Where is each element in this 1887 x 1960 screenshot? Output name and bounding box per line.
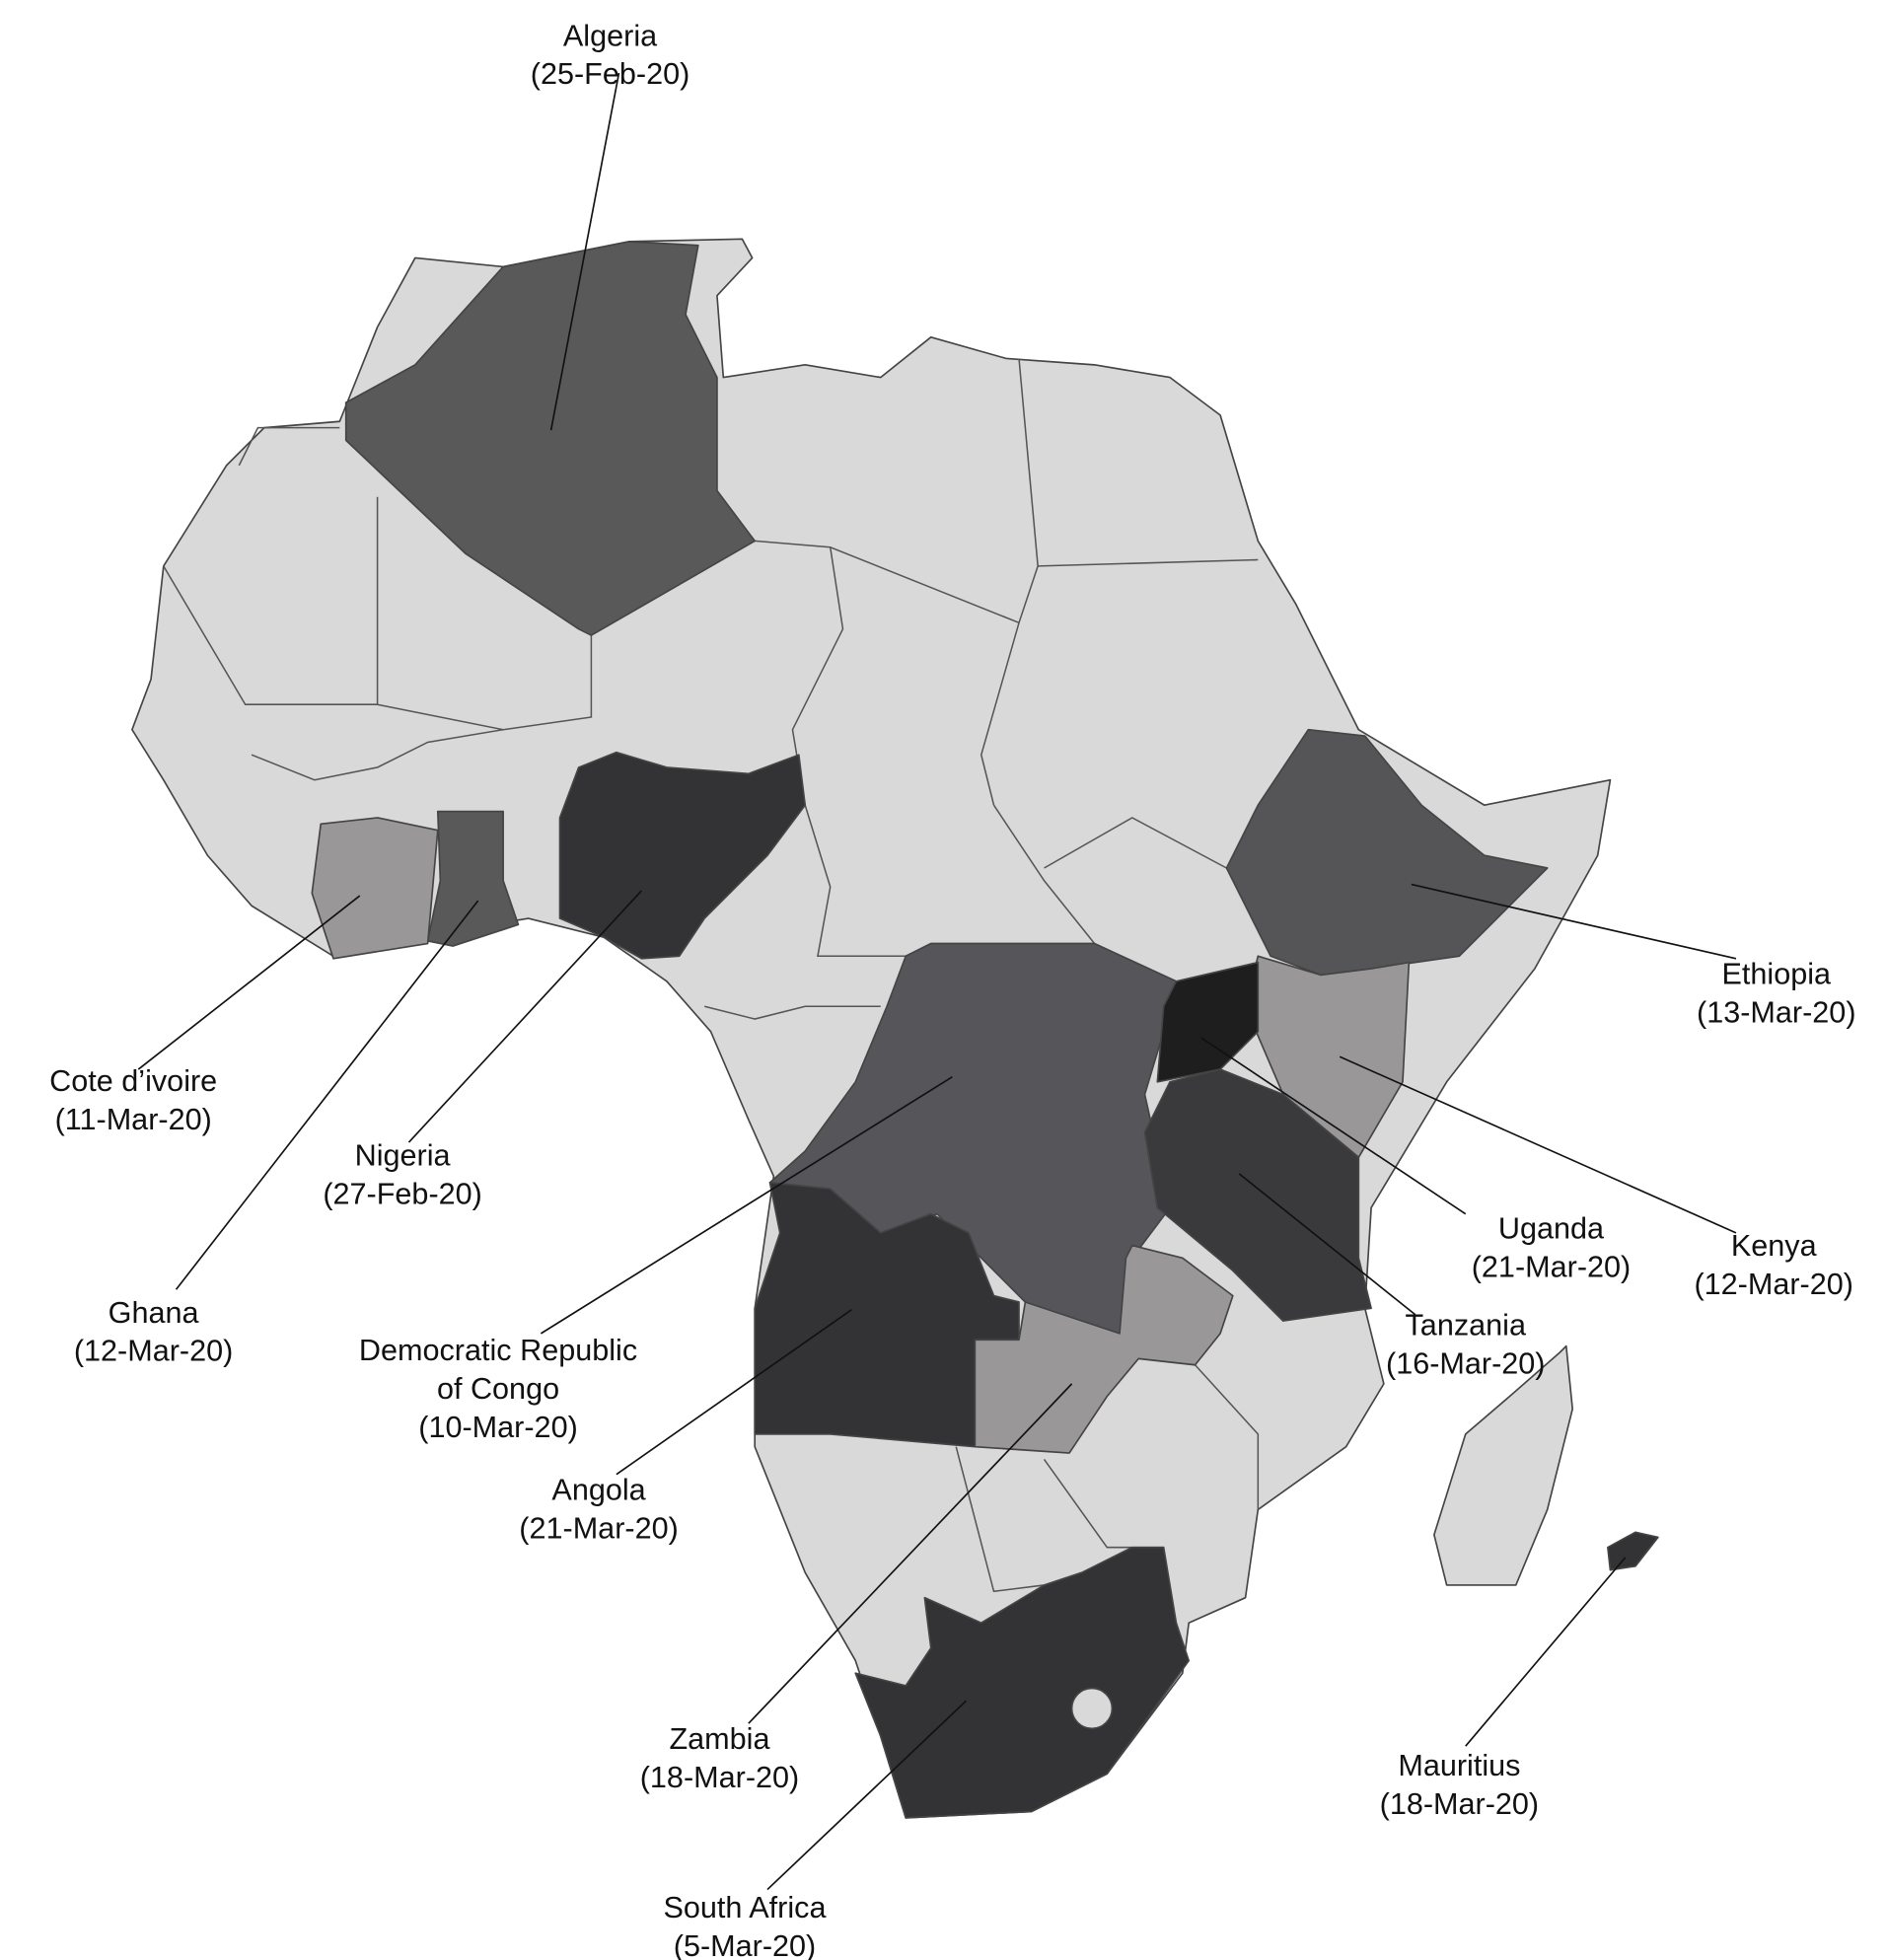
leader-line xyxy=(1339,1055,1737,1234)
leader-line xyxy=(175,900,479,1290)
border xyxy=(251,728,504,781)
label-name: South Africa xyxy=(664,1891,828,1924)
leader-line xyxy=(766,1700,968,1891)
border xyxy=(377,635,593,731)
highlighted-countries xyxy=(311,241,1659,1819)
leader-line xyxy=(549,72,620,431)
mauritius xyxy=(1607,1531,1659,1571)
madagascar xyxy=(1433,1344,1573,1586)
leader-line xyxy=(1465,1557,1627,1747)
leader-line xyxy=(748,1383,1073,1724)
lesotho xyxy=(1070,1687,1114,1730)
border xyxy=(980,358,1039,806)
border xyxy=(163,496,379,705)
borders xyxy=(163,358,1260,1593)
leader-line xyxy=(1200,1037,1467,1215)
continent xyxy=(131,238,1612,1819)
labels: Algeria (25-Feb-20) Ethiopia (13-Mar-20) Cot… xyxy=(49,19,1855,1960)
label-name: Mauritius xyxy=(1398,1749,1520,1782)
tanzania xyxy=(1143,1068,1372,1322)
label-date: (27-Feb-20) xyxy=(323,1177,482,1210)
border xyxy=(704,1005,881,1020)
algeria xyxy=(344,241,757,636)
label-name: Algeria xyxy=(563,19,658,52)
label-name: Ghana xyxy=(109,1296,200,1330)
label-name: Angola xyxy=(551,1474,646,1507)
label-name: Tanzania xyxy=(1406,1309,1527,1343)
label-date: (18-Mar-20) xyxy=(640,1761,800,1794)
label-date: (21-Mar-20) xyxy=(519,1512,679,1546)
ghana xyxy=(426,810,520,947)
label-date: (11-Mar-20) xyxy=(55,1103,212,1136)
leader-line xyxy=(1411,883,1737,960)
south-africa xyxy=(854,1546,1191,1819)
border xyxy=(955,1446,1045,1593)
leader-line xyxy=(407,890,643,1143)
border xyxy=(1038,558,1259,567)
leader-line xyxy=(1238,1173,1416,1316)
leader-line xyxy=(540,1075,953,1335)
cote-divoire xyxy=(311,817,439,960)
label-date: (12-Mar-20) xyxy=(1694,1268,1853,1301)
ethiopia xyxy=(1225,728,1549,977)
label-date: (25-Feb-20) xyxy=(531,57,690,91)
border xyxy=(804,805,907,958)
label-date: (16-Mar-20) xyxy=(1386,1346,1546,1380)
label-date: (10-Mar-20) xyxy=(418,1411,578,1444)
label-name: Nigeria xyxy=(355,1138,452,1172)
leader-line xyxy=(137,895,361,1070)
border xyxy=(992,804,1096,944)
border xyxy=(238,426,340,467)
zambia xyxy=(974,1244,1234,1454)
label-date: (12-Mar-20) xyxy=(74,1335,234,1368)
label-name: of Congo xyxy=(437,1372,559,1406)
label-date: (13-Mar-20) xyxy=(1697,996,1856,1030)
label-name: Uganda xyxy=(1498,1211,1605,1245)
label-name: Ethiopia xyxy=(1721,958,1832,991)
border xyxy=(1195,1364,1260,1510)
border xyxy=(1044,817,1227,869)
label-date: (18-Mar-20) xyxy=(1380,1787,1539,1821)
label-name: Zambia xyxy=(669,1722,770,1756)
label-name: Kenya xyxy=(1731,1229,1818,1263)
nigeria xyxy=(558,751,807,960)
label-date: (5-Mar-20) xyxy=(674,1929,816,1960)
kenya xyxy=(1244,955,1411,1159)
label-name: Cote d’ivoire xyxy=(49,1064,217,1098)
leader-line xyxy=(616,1308,852,1476)
label-date: (21-Mar-20) xyxy=(1472,1250,1632,1283)
label-name: Democratic Republic xyxy=(359,1334,637,1367)
